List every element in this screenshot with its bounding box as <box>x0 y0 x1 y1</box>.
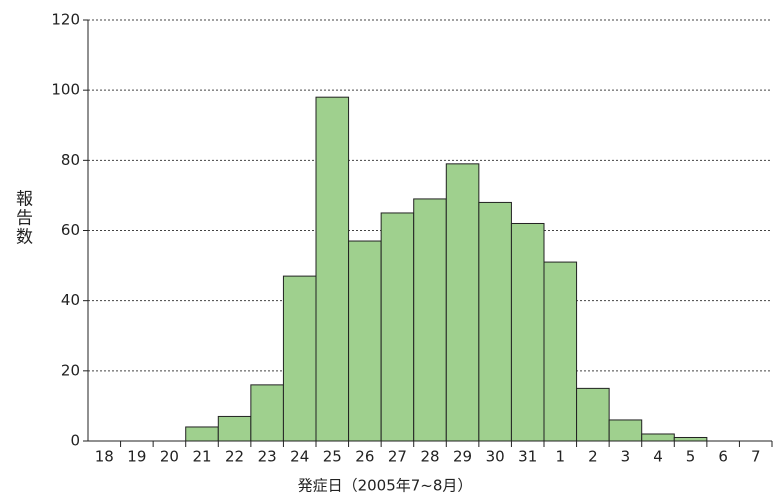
x-tick-label: 18 <box>95 448 114 466</box>
bar <box>348 240 382 442</box>
bar <box>641 433 675 442</box>
bar <box>510 222 545 442</box>
bar <box>380 212 415 442</box>
x-tick-label: 7 <box>751 448 761 466</box>
y-tick-label: 0 <box>70 432 80 450</box>
bar <box>673 436 708 442</box>
y-tick-label: 40 <box>61 291 80 309</box>
y-tick-label: 60 <box>61 221 80 239</box>
x-tick-label: 5 <box>686 448 696 466</box>
y-tick-label: 80 <box>61 151 80 169</box>
x-tick-label: 3 <box>621 448 631 466</box>
bar <box>478 201 512 442</box>
bar <box>282 275 317 442</box>
x-tick-label: 1 <box>556 448 566 466</box>
x-tick-label: 30 <box>486 448 505 466</box>
x-tick-label: 31 <box>518 448 537 466</box>
x-tick-label: 20 <box>160 448 179 466</box>
x-tick-label: 22 <box>225 448 244 466</box>
x-tick-label: 6 <box>718 448 728 466</box>
x-tick-label: 19 <box>127 448 146 466</box>
x-tick-label: 4 <box>653 448 663 466</box>
bar <box>185 426 219 442</box>
y-tick-label: 100 <box>51 81 80 99</box>
x-tick-label: 26 <box>355 448 374 466</box>
bar <box>543 261 578 442</box>
x-tick-label: 24 <box>290 448 309 466</box>
x-tick-label: 27 <box>388 448 407 466</box>
y-axis-label: 報告数 <box>12 189 33 246</box>
x-tick-label: 29 <box>453 448 472 466</box>
x-tick-label: 21 <box>192 448 211 466</box>
bar <box>250 384 284 442</box>
bar <box>413 198 447 442</box>
x-axis-label: 発症日（2005年7~8月） <box>298 477 473 495</box>
x-tick-label: 23 <box>258 448 277 466</box>
bar <box>217 415 252 442</box>
x-tick-label: 2 <box>588 448 598 466</box>
x-tick-label: 25 <box>323 448 342 466</box>
bar <box>576 387 610 442</box>
bar <box>445 163 480 442</box>
y-tick-label: 20 <box>61 361 80 379</box>
bar <box>608 419 643 442</box>
y-tick-label: 120 <box>51 11 80 29</box>
x-tick-label: 28 <box>420 448 439 466</box>
bar <box>315 96 350 442</box>
